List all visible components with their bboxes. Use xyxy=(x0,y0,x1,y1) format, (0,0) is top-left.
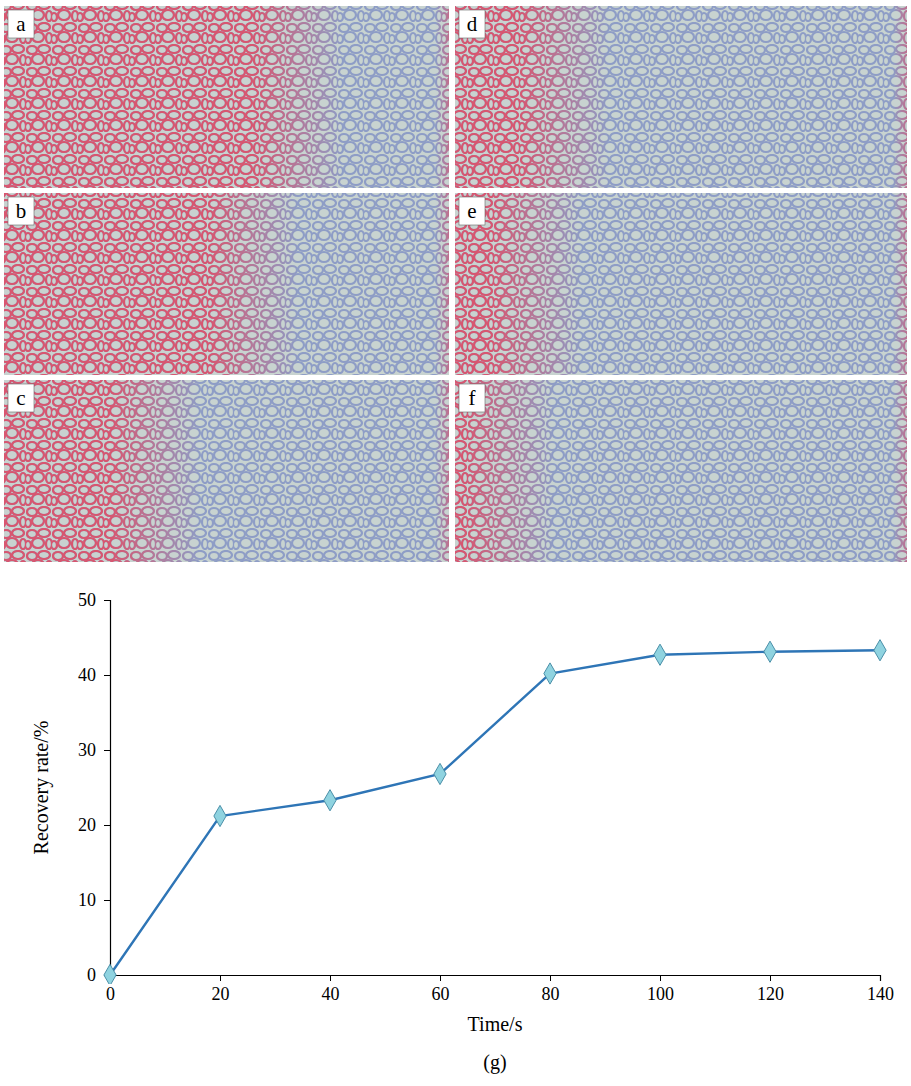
panel-label: c xyxy=(16,386,25,410)
x-axis: 0 20 40 60 80 100 120 140 xyxy=(106,975,894,1004)
tick-label: 140 xyxy=(867,984,894,1004)
tick-label: 40 xyxy=(322,984,340,1004)
micrograph-panel: a xyxy=(4,6,449,188)
panel-label-box xyxy=(459,10,485,38)
tick: 50 xyxy=(78,590,110,610)
micrograph-background xyxy=(4,380,449,562)
panel-label-box xyxy=(459,197,485,225)
micrograph-background xyxy=(455,6,907,188)
tick-mark xyxy=(440,975,441,981)
micrograph-panel: d xyxy=(455,6,907,188)
chart: 0 20 40 60 80 100 120 140 0 10 20 30 40 50 Time/s Recov… xyxy=(30,590,894,1074)
tick-label: 0 xyxy=(106,984,115,1004)
tick-mark xyxy=(104,675,110,676)
micrograph-oil xyxy=(455,6,907,188)
micrograph-background xyxy=(4,193,449,375)
figure: a b c d e f 0 20 40 60 80 100 120 140 0 10 20 30 40 50 Time/… xyxy=(0,0,911,1086)
tick-label: 60 xyxy=(432,984,450,1004)
tick-mark xyxy=(104,825,110,826)
data-point xyxy=(764,641,776,662)
tick-label: 120 xyxy=(757,984,784,1004)
data-point xyxy=(214,805,226,826)
tick: 120 xyxy=(757,975,784,1004)
data-point xyxy=(874,640,886,661)
tick-label: 20 xyxy=(78,815,96,835)
tick-mark xyxy=(550,975,551,981)
micrograph-panel: e xyxy=(455,193,907,375)
tick: 20 xyxy=(78,815,110,835)
tick-label: 40 xyxy=(78,665,96,685)
axis-line xyxy=(111,976,881,982)
x-axis-title: Time/s xyxy=(468,1013,523,1035)
tick: 140 xyxy=(867,975,894,1004)
micrograph-oil xyxy=(455,380,907,562)
y-axis-title: Recovery rate/% xyxy=(30,721,53,855)
tick: 40 xyxy=(78,665,110,685)
panel-label-box xyxy=(8,197,34,225)
micrograph-oil xyxy=(4,380,449,562)
tick-label: 100 xyxy=(647,984,674,1004)
micrograph-oil xyxy=(4,193,449,375)
panels: a b c d e f xyxy=(4,6,907,562)
micrograph-panel: f xyxy=(455,380,907,562)
data-point xyxy=(324,790,336,811)
tick-mark xyxy=(220,975,221,981)
data-line xyxy=(110,650,880,975)
tick-mark xyxy=(104,750,110,751)
chart-caption: (g) xyxy=(483,1051,506,1074)
panel-label: f xyxy=(469,386,476,410)
panel-label-box xyxy=(459,384,485,412)
y-axis: 0 10 20 30 40 50 xyxy=(78,590,111,985)
tick-mark xyxy=(660,975,661,981)
micrograph-oil xyxy=(455,193,907,375)
tick-mark xyxy=(330,975,331,981)
micrograph-background xyxy=(4,6,449,188)
tick-mark xyxy=(104,600,110,601)
data-point xyxy=(654,644,666,665)
tick: 20 xyxy=(212,975,230,1004)
data-point xyxy=(434,763,446,784)
panel-label-box xyxy=(8,384,34,412)
micrograph-background xyxy=(455,193,907,375)
micrograph-panel: c xyxy=(4,380,449,562)
tick-label: 20 xyxy=(212,984,230,1004)
data-point xyxy=(544,663,556,684)
tick-label: 10 xyxy=(78,890,96,910)
panel-label-box xyxy=(8,10,34,38)
tick: 10 xyxy=(78,890,110,910)
tick: 80 xyxy=(542,975,560,1004)
tick-label: 50 xyxy=(78,590,96,610)
data-point xyxy=(104,964,116,984)
tick-label: 0 xyxy=(87,965,96,985)
micrograph-oil xyxy=(4,6,449,188)
tick: 100 xyxy=(647,975,674,1004)
tick-mark xyxy=(104,900,110,901)
axis-line xyxy=(104,601,111,976)
micrograph-panel: b xyxy=(4,193,449,375)
tick: 30 xyxy=(78,740,110,760)
tick-label: 80 xyxy=(542,984,560,1004)
plot-marks xyxy=(104,640,886,984)
tick-mark xyxy=(770,975,771,981)
tick-mark xyxy=(880,975,881,981)
tick: 40 xyxy=(322,975,340,1004)
panel-label: d xyxy=(467,12,478,36)
panel-label: b xyxy=(16,199,27,223)
panel-label: e xyxy=(467,199,476,223)
panel-label: a xyxy=(16,12,26,36)
micrograph-background xyxy=(455,380,907,562)
tick: 60 xyxy=(432,975,450,1004)
tick-label: 30 xyxy=(78,740,96,760)
